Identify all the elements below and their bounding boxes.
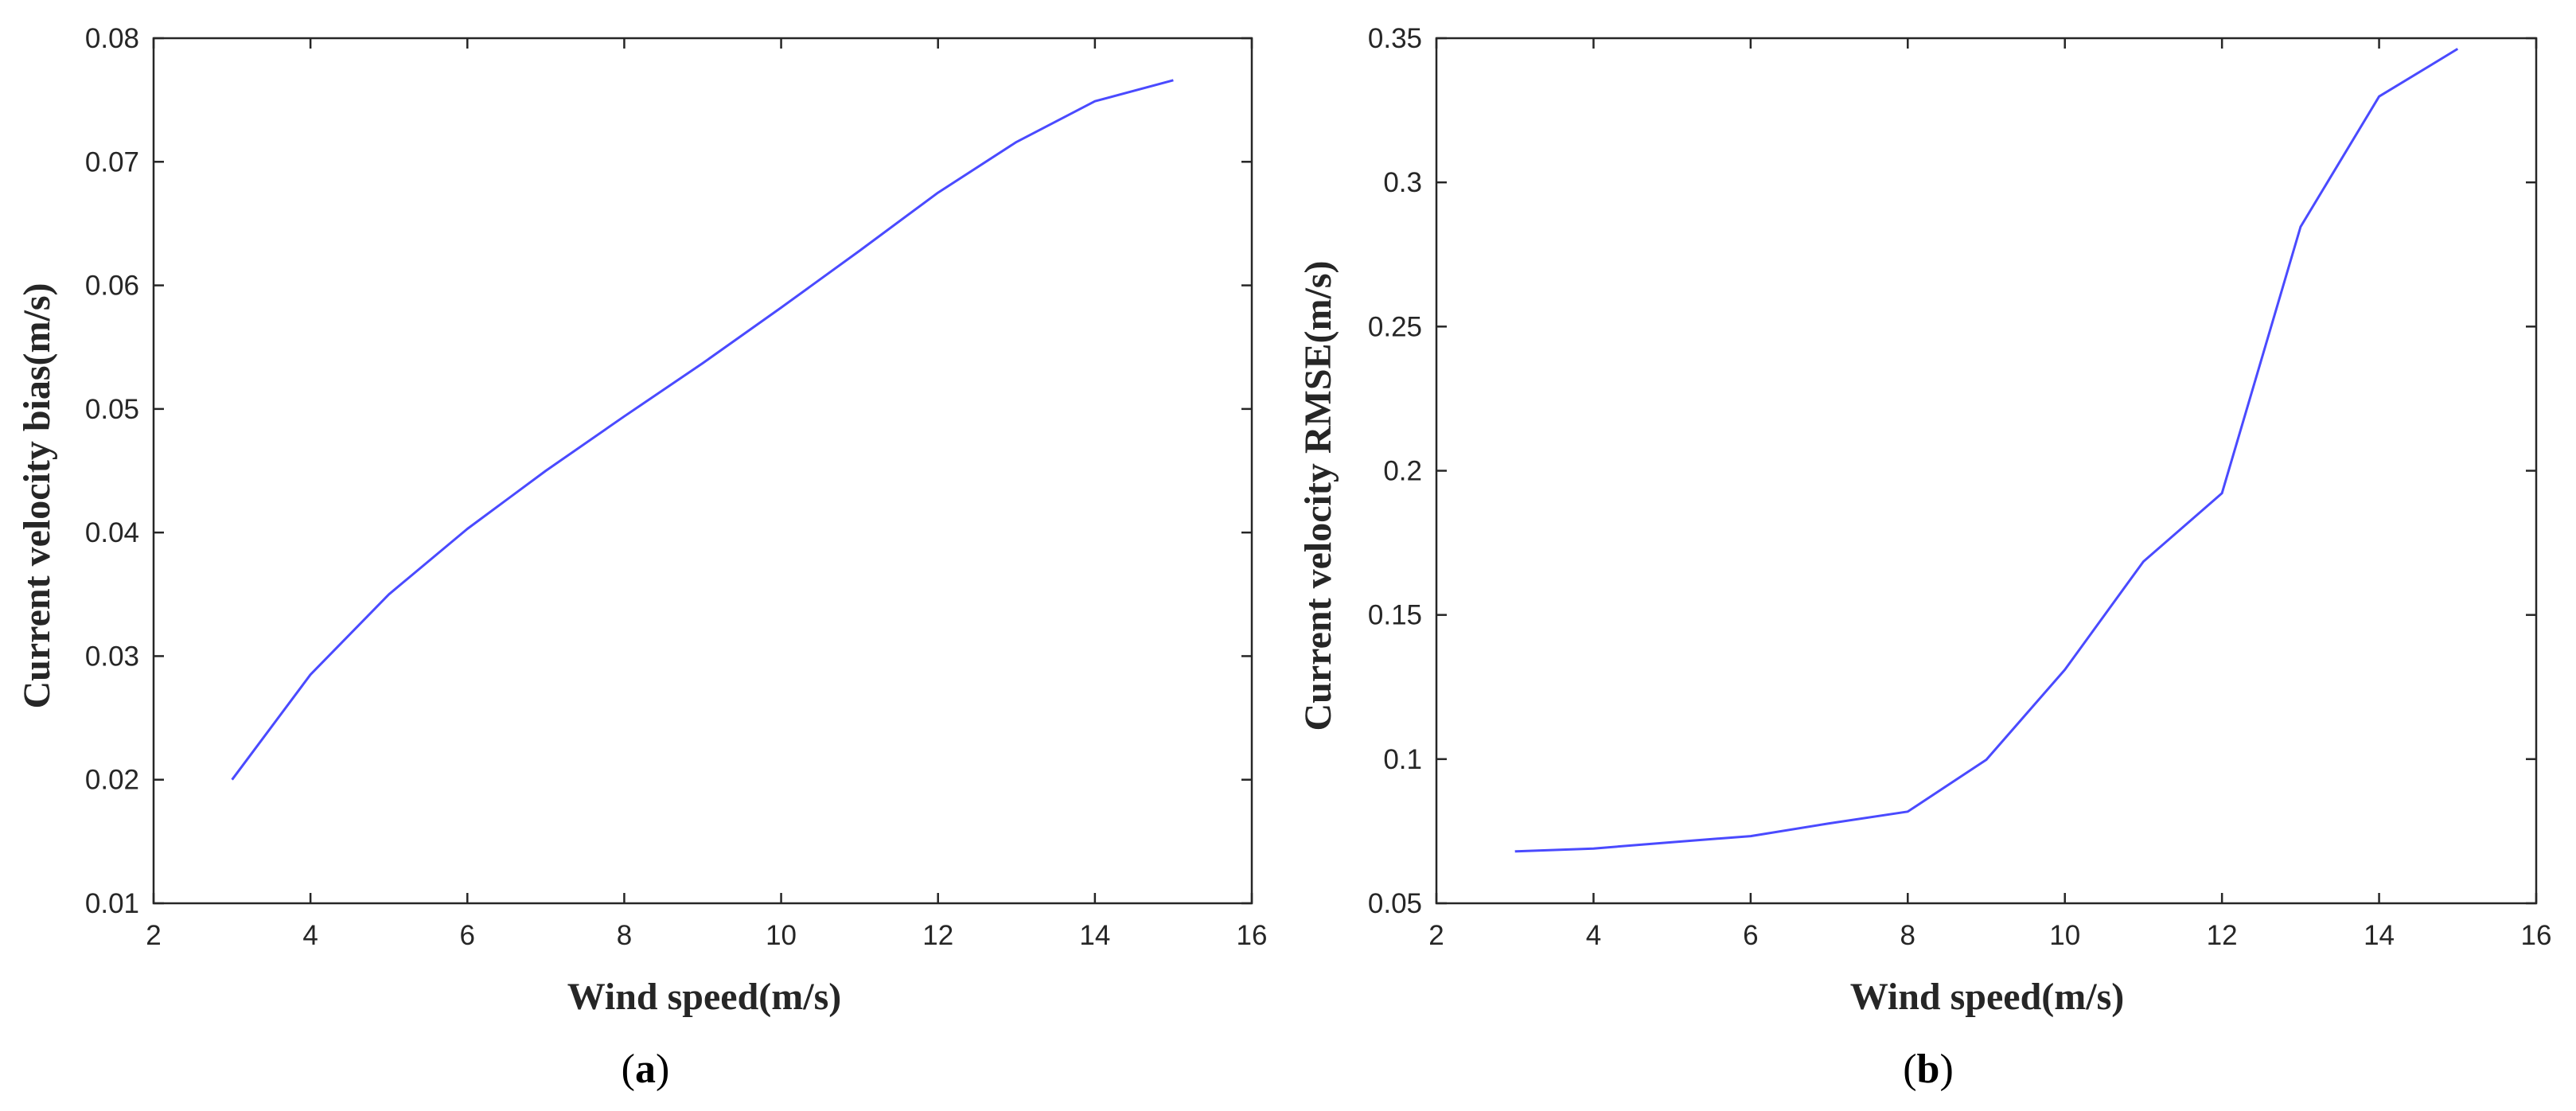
x-tick-label: 16 [1237,920,1268,951]
y-tick-label: 0.25 [1368,311,1422,342]
x-tick-label: 4 [1586,920,1601,951]
x-tick-label: 8 [1900,920,1915,951]
panel-a-letter: a [635,1047,656,1092]
y-tick-label: 0.35 [1368,23,1422,54]
x-tick-label: 10 [766,920,797,951]
y-tick-label: 0.06 [85,271,139,302]
series-line [231,79,1174,781]
x-tick-label: 6 [1743,920,1758,951]
x-tick-label: 14 [2364,920,2395,951]
panel-a-xlabel: Wind speed(m/s) [567,976,842,1018]
panel-b-xlabel: Wind speed(m/s) [1850,976,2125,1018]
y-tick-label: 0.07 [85,146,139,177]
panel-a-ylabel: Current velocity bias(m/s) [16,283,58,708]
plot-area-frame [152,37,1253,905]
panel-b-letter: b [1917,1047,1940,1092]
chart-panel-b: 2 4 6 8 10 12 14 16 0.05 0.1 0.15 0.2 0.25 0.3 0.35 Wi… [1297,23,2551,1092]
chart-panel-a: 2 4 6 8 10 12 14 16 0.01 0.02 0.03 0.04 0.05 0.06 0.07… [16,23,1267,1092]
x-tick-label: 4 [302,920,318,951]
y-tick-label: 0.05 [1368,888,1422,919]
x-tick-label: 6 [460,920,475,951]
x-tick-label: 16 [2521,920,2552,951]
x-tick-label: 10 [2049,920,2080,951]
panel-b-marks: 2 4 6 8 10 12 14 16 0.05 0.1 0.15 0.2 0.25 0.3 0.35 [1368,23,2552,951]
y-tick-label: 0.15 [1368,600,1422,631]
y-tick-label: 0.1 [1383,744,1422,775]
y-tick-label: 0.3 [1383,167,1422,198]
y-tick-label: 0.04 [85,517,139,548]
plot-area-frame [1435,37,2538,905]
panel-b-ylabel: Current velocity RMSE(m/s) [1297,261,1339,731]
panel-a-caption: (a) [622,1047,670,1092]
y-tick-label: 0.2 [1383,456,1422,487]
series-line [1514,48,2459,853]
panel-a-marks: 2 4 6 8 10 12 14 16 0.01 0.02 0.03 0.04 0.05 0.06 0.07… [85,23,1268,951]
x-tick-label: 2 [146,920,161,951]
y-tick-label: 0.03 [85,641,139,672]
y-tick-label: 0.01 [85,888,139,919]
x-tick-label: 14 [1079,920,1110,951]
panel-b-caption: (b) [1903,1047,1954,1092]
y-tick-label: 0.05 [85,394,139,425]
x-tick-label: 12 [2207,920,2238,951]
y-tick-label: 0.02 [85,765,139,796]
x-tick-label: 2 [1428,920,1444,951]
y-tick-label: 0.08 [85,23,139,54]
x-tick-label: 12 [922,920,953,951]
x-tick-label: 8 [617,920,632,951]
